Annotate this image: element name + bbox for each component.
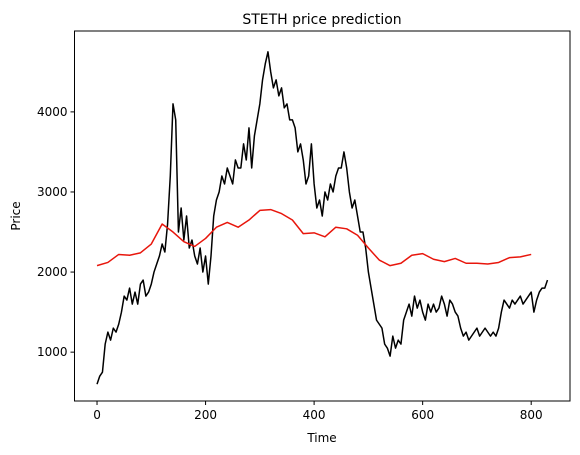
- plot-frame: [74, 30, 571, 402]
- x-tick-label: 800: [520, 408, 543, 422]
- y-tick-label: 3000: [37, 185, 68, 199]
- line-series: [96, 51, 549, 385]
- y-tick-label: 1000: [37, 345, 68, 359]
- x-tick-label: 600: [411, 408, 434, 422]
- x-tick-label: 400: [303, 408, 326, 422]
- y-axis-label: Price: [9, 201, 23, 230]
- y-tick-label: 2000: [37, 265, 68, 279]
- x-axis-label: Time: [306, 431, 336, 445]
- x-tick-label: 0: [93, 408, 101, 422]
- x-tick-label: 200: [194, 408, 217, 422]
- line-series: [96, 208, 532, 267]
- chart-title: STETH price prediction: [242, 12, 401, 28]
- y-tick-label: 4000: [37, 105, 68, 119]
